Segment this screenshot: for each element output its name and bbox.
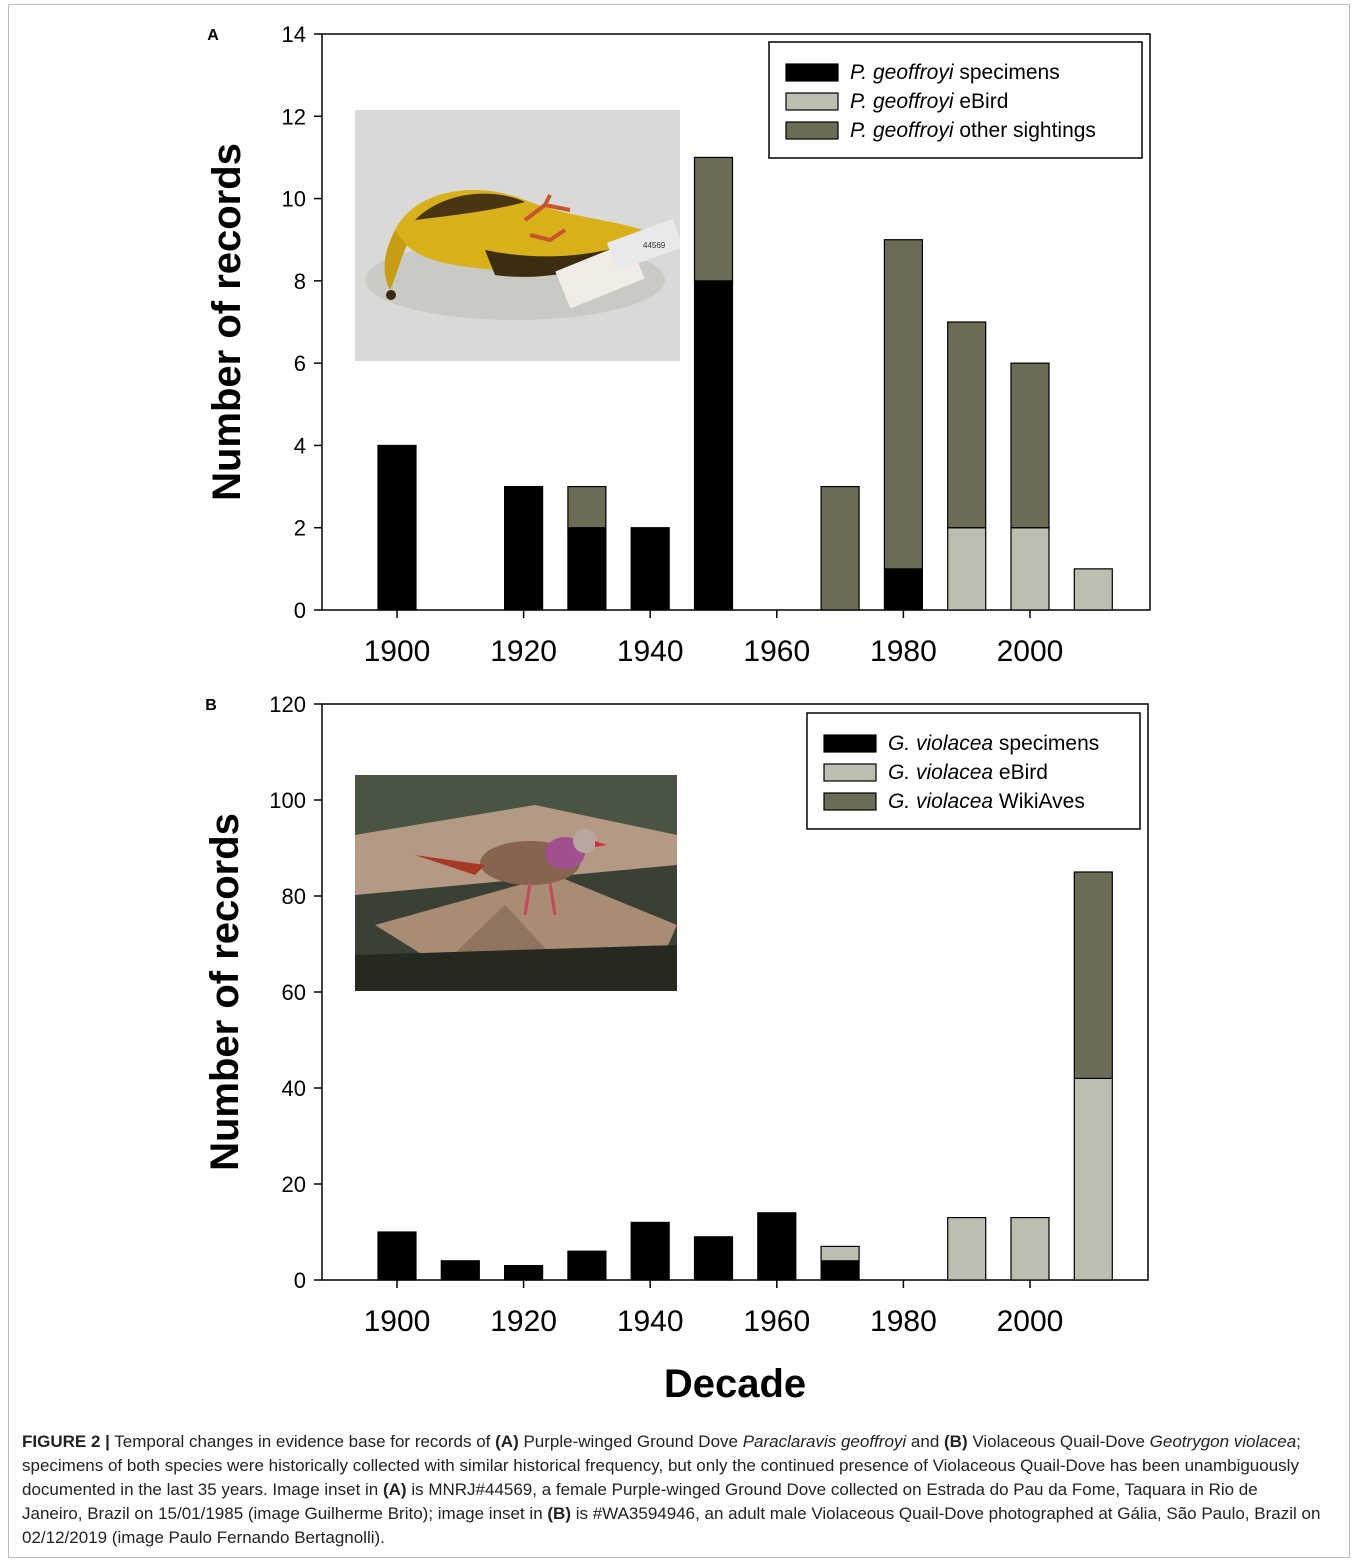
legend-swatch	[786, 64, 838, 81]
x-tick-label: 2000	[997, 1305, 1064, 1338]
bar-1980-series-3	[884, 240, 922, 569]
bar-1930-series-1	[568, 1251, 606, 1280]
x-tick-label: 1920	[490, 1305, 557, 1338]
bar-1970-series-1	[821, 1261, 859, 1280]
x-tick-label: 1940	[617, 1305, 684, 1338]
y-tick-label: 80	[282, 884, 306, 909]
y-tick-label: 100	[269, 788, 306, 813]
inset-photo-a: 44569	[355, 110, 680, 361]
x-tick-label: 1960	[743, 1305, 810, 1338]
caption-ref-b-2: (B)	[547, 1504, 571, 1523]
bar-1900-series-1	[378, 1232, 416, 1280]
bar-1970-series-2	[821, 1246, 859, 1260]
y-tick-label: 40	[282, 1076, 306, 1101]
y-tick-label: 120	[269, 692, 306, 717]
x-tick-label: 1920	[490, 635, 557, 668]
bar-1960-series-1	[758, 1213, 796, 1280]
y-tick-label: 0	[294, 1268, 306, 1293]
bar-2000-series-3	[1011, 363, 1049, 528]
legend-entry: G. violacea specimens	[888, 732, 1099, 755]
legend-swatch	[786, 93, 838, 110]
panel-label: B	[205, 697, 217, 714]
bar-1990-series-3	[948, 322, 986, 528]
panel-label: A	[207, 27, 219, 44]
x-tick-label: 1980	[870, 1305, 937, 1338]
figure-charts: 0 2 4 6 8 10 12 14 1900 1920 1940 1960 1980 2000 Numbe…	[0, 0, 1360, 1420]
legend-entry: P. geoffroyi eBird	[850, 90, 1008, 113]
x-tick-label: 1900	[364, 635, 431, 668]
legend-swatch	[824, 735, 876, 752]
bar-1900-series-1	[378, 445, 416, 610]
x-tick-label: 1900	[364, 1305, 431, 1338]
bar-1940-series-1	[631, 1222, 669, 1280]
bar-2010-series-2	[1074, 569, 1112, 610]
y-axis-label: Number of records	[205, 143, 249, 501]
bar-1970-series-3	[821, 487, 859, 610]
y-tick-label: 60	[282, 980, 306, 1005]
legend: P. geoffroyi specimens P. geoffroyi eBird…	[769, 42, 1142, 158]
bar-1950-series-1	[695, 281, 733, 610]
caption-ref-a: (A)	[495, 1432, 519, 1451]
x-tick-label: 1940	[617, 635, 684, 668]
legend-swatch	[786, 122, 838, 139]
bar-1990-series-2	[948, 528, 986, 610]
inset-photo-b	[355, 775, 677, 991]
bar-1980-series-1	[884, 569, 922, 610]
caption-ref-a-2: (A)	[383, 1480, 407, 1499]
bar-1930-series-3	[568, 487, 606, 528]
y-tick-label: 20	[282, 1172, 306, 1197]
bar-2000-series-2	[1011, 1218, 1049, 1280]
bar-1920-series-1	[505, 487, 543, 610]
legend-entry: P. geoffroyi specimens	[850, 61, 1060, 84]
y-tick-label: 12	[282, 104, 306, 129]
x-axis-label: Decade	[664, 1362, 806, 1406]
caption-text-4: Violaceous Quail-Dove	[968, 1432, 1150, 1451]
y-tick-label: 8	[294, 269, 306, 294]
y-tick-label: 4	[294, 433, 306, 458]
bar-1940-series-1	[631, 528, 669, 610]
x-tick-label: 2000	[997, 635, 1064, 668]
legend: G. violacea specimens G. violacea eBird G.…	[807, 713, 1140, 829]
legend-entry: G. violacea eBird	[888, 761, 1048, 784]
legend-entry: G. violacea WikiAves	[888, 790, 1085, 813]
bar-1910-series-1	[441, 1261, 479, 1280]
legend-entry: P. geoffroyi other sightings	[850, 119, 1096, 142]
bar-2010-series-3	[1074, 872, 1112, 1078]
x-tick-label: 1960	[743, 635, 810, 668]
bar-1990-series-2	[948, 1218, 986, 1280]
y-tick-label: 6	[294, 351, 306, 376]
bar-2010-series-2	[1074, 1078, 1112, 1280]
caption-species-1: Paraclaravis geoffroyi	[743, 1432, 906, 1451]
dove-illustration	[355, 775, 677, 991]
bar-1950-series-3	[695, 157, 733, 280]
bar-1920-series-1	[505, 1266, 543, 1280]
caption-text-2: Purple-winged Ground Dove	[519, 1432, 743, 1451]
specimen-illustration: 44569	[355, 110, 680, 361]
legend-swatch	[824, 793, 876, 810]
bar-1930-series-1	[568, 528, 606, 610]
y-tick-label: 14	[282, 22, 306, 47]
specimen-tag-number: 44569	[643, 241, 666, 250]
figure-caption: FIGURE 2 | Temporal changes in evidence …	[22, 1430, 1322, 1550]
caption-species-2: Geotrygon violacea	[1150, 1432, 1296, 1451]
caption-text-1: Temporal changes in evidence base for re…	[110, 1432, 495, 1451]
y-axis-label: Number of records	[203, 813, 247, 1171]
legend-swatch	[824, 764, 876, 781]
y-tick-label: 2	[294, 516, 306, 541]
y-tick-label: 10	[282, 187, 306, 212]
caption-label: FIGURE 2 |	[22, 1432, 110, 1451]
caption-text-3: and	[906, 1432, 944, 1451]
caption-ref-b: (B)	[944, 1432, 968, 1451]
bar-1950-series-1	[695, 1237, 733, 1280]
bar-2000-series-2	[1011, 528, 1049, 610]
x-tick-label: 1980	[870, 635, 937, 668]
y-tick-label: 0	[294, 598, 306, 623]
